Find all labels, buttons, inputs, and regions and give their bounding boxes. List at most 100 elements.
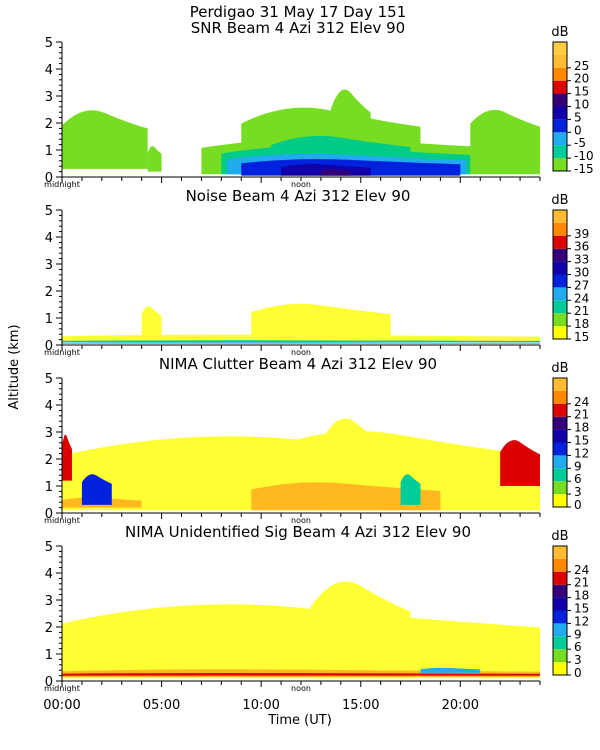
colorbar-tick-label: 10 <box>574 98 589 112</box>
colorbar-tick-label: 24 <box>574 563 589 577</box>
panel-title: NIMA Unidentified Sig Beam 4 Azi 312 Ele… <box>125 523 471 541</box>
colorbar-segment <box>553 132 567 146</box>
colorbar-segment <box>553 300 567 314</box>
colorbar-segment <box>553 636 567 650</box>
colorbar-segment <box>553 248 567 262</box>
colorbar-tick-label: 6 <box>574 472 582 486</box>
colorbar-segment <box>553 42 567 55</box>
y-tick-label: 1 <box>45 144 53 159</box>
colorbar-tick-label: 12 <box>574 446 589 460</box>
colorbar-tick-label: 3 <box>574 485 582 499</box>
y-tick-label: 4 <box>45 231 53 246</box>
heatmap-region-2 <box>147 146 162 172</box>
colorbar-tick-label: 18 <box>574 421 589 435</box>
colorbar-tick-label: 25 <box>574 59 589 73</box>
colorbar-tick-label: 9 <box>574 627 582 641</box>
colorbar-segment <box>553 378 567 391</box>
colorbar-tick-label: 15 <box>574 330 589 344</box>
colorbar-tick-label: 18 <box>574 589 589 603</box>
colorbar-segment <box>553 571 567 585</box>
colorbar-segment <box>553 455 567 469</box>
colorbar-segment <box>553 597 567 611</box>
heatmap-region-7 <box>62 434 72 481</box>
x-tick-label: 05:00 <box>143 698 180 713</box>
y-tick-label: 1 <box>45 648 53 663</box>
colorbar-segment <box>553 623 567 637</box>
colorbar-tick-label: 15 <box>574 85 589 99</box>
heatmap-region-6 <box>470 109 540 164</box>
colorbar-tick-label: 21 <box>574 576 589 590</box>
colorbar-segment <box>553 649 567 663</box>
heatmap-region-3 <box>141 306 162 337</box>
y-tick-label: 2 <box>45 117 53 132</box>
colorbar-segment <box>553 93 567 107</box>
heatmap-region-12 <box>320 169 351 176</box>
midnight-label: midnight <box>44 684 80 693</box>
heatmap-region-9 <box>81 474 112 505</box>
midnight-label: midnight <box>44 348 80 357</box>
heatmap-region-8 <box>500 440 540 486</box>
y-tick-label: 0 <box>45 339 53 354</box>
y-tick-label: 3 <box>45 90 53 105</box>
colorbar-segment <box>553 210 567 223</box>
heatmap-regions <box>62 581 540 679</box>
heatmap-region-1 <box>62 110 148 169</box>
figure-title: Perdigao 31 May 17 Day 151 <box>190 3 407 21</box>
colorbar-segment <box>553 261 567 275</box>
colorbar-segment <box>553 54 567 68</box>
noon-label: noon <box>291 684 311 693</box>
y-tick-label: 4 <box>45 399 53 414</box>
heatmap-region-4 <box>62 673 540 676</box>
panel-title: NIMA Clutter Beam 4 Azi 312 Elev 90 <box>159 355 437 373</box>
heatmap-region-4 <box>62 340 540 343</box>
panel-4: NIMA Unidentified Sig Beam 4 Azi 312 Ele… <box>44 523 589 693</box>
colorbar-tick-label: 21 <box>574 408 589 422</box>
colorbar-segment <box>553 494 567 507</box>
y-tick-label: 3 <box>45 426 53 441</box>
colorbar-tick-label: 15 <box>574 602 589 616</box>
midnight-label: midnight <box>44 516 80 525</box>
colorbar-segment <box>553 106 567 120</box>
colorbar-segment <box>553 274 567 288</box>
colorbar-segment <box>553 326 567 339</box>
panel-title: Noise Beam 4 Azi 312 Elev 90 <box>186 187 411 205</box>
heatmap-region-5 <box>420 667 481 673</box>
colorbar-tick-label: -5 <box>574 136 586 150</box>
y-tick-label: 2 <box>45 285 53 300</box>
x-tick-label: 10:00 <box>242 698 279 713</box>
colorbar-segment <box>553 442 567 456</box>
colorbar-segment <box>553 313 567 327</box>
x-tick-label: 20:00 <box>442 698 479 713</box>
colorbar-segment <box>553 584 567 598</box>
noon-label: noon <box>291 516 311 525</box>
colorbar-unit: dB <box>551 529 568 544</box>
colorbar-segment <box>553 429 567 443</box>
colorbar-segment <box>553 235 567 249</box>
colorbar-segment <box>553 67 567 81</box>
colorbar-segment <box>553 546 567 559</box>
heatmap-region-1 <box>62 334 540 341</box>
panel-3: NIMA Clutter Beam 4 Azi 312 Elev 90 0 12 3 4… <box>44 355 589 525</box>
colorbar-segment <box>553 80 567 94</box>
x-tick-labels: 00:00 05:00 10:00 15:00 20:00 <box>43 698 479 713</box>
y-tick-label: 4 <box>45 63 53 78</box>
colorbar-tick-label: 24 <box>574 291 589 305</box>
noon-label: noon <box>291 348 311 357</box>
colorbar-tick-label: 0 <box>574 666 582 680</box>
heatmap-region-1 <box>62 604 540 679</box>
colorbar-tick-label: -10 <box>574 149 594 163</box>
colorbar-segment <box>553 610 567 624</box>
y-tick-label: 0 <box>45 675 53 690</box>
heatmap-region-5 <box>62 342 540 344</box>
colorbar-tick-label: 5 <box>574 110 582 124</box>
colorbar-tick-label: 30 <box>574 266 589 280</box>
x-tick-label: 15:00 <box>342 698 379 713</box>
y-tick-label: 5 <box>45 36 53 51</box>
noon-label: noon <box>291 180 311 189</box>
colorbar-segment <box>553 119 567 133</box>
colorbar-tick-label: 21 <box>574 304 589 318</box>
colorbar-tick-label: 0 <box>574 498 582 512</box>
colorbar-tick-label: 20 <box>574 72 589 86</box>
